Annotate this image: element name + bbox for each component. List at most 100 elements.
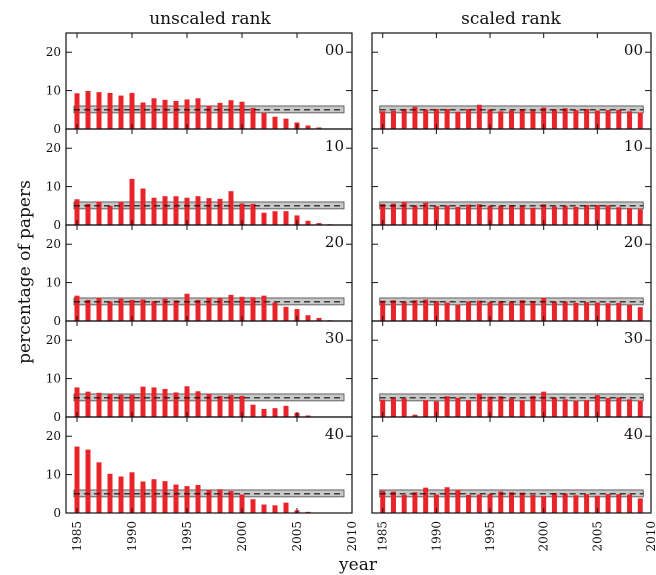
panel-unscaled-00: 0 10 20 00: [46, 32, 353, 136]
bar-scaled-20-1999: [530, 301, 536, 321]
bar-scaled-00-1987: [401, 109, 407, 129]
column-title-scaled: scaled rank: [461, 9, 561, 29]
bar-unscaled-20-2003: [272, 302, 278, 321]
bar-unscaled-00-1994: [173, 100, 179, 129]
bar-unscaled-10-1990: [129, 178, 135, 225]
bar-scaled-20-1988: [412, 300, 418, 321]
bar-unscaled-20-1991: [140, 299, 146, 321]
bar-unscaled-20-1994: [173, 300, 179, 321]
bar-unscaled-10-1991: [140, 188, 146, 225]
panel-scaled-30: 30: [371, 320, 652, 418]
bar-scaled-40-1992: [455, 489, 461, 513]
panel-unscaled-30: 0 10 20 30: [46, 320, 353, 424]
bar-unscaled-10-1985: [74, 199, 80, 225]
bar-scaled-30-1987: [401, 398, 407, 417]
bar-unscaled-10-2003: [272, 211, 278, 225]
bar-scaled-30-1998: [519, 400, 525, 417]
y-tick-label: 20: [46, 333, 61, 347]
bar-scaled-20-2002: [562, 301, 568, 321]
bar-unscaled-10-1988: [107, 205, 113, 225]
bar-scaled-10-1992: [455, 206, 461, 225]
bar-unscaled-40-1998: [217, 489, 223, 513]
bar-scaled-20-2005: [594, 302, 600, 321]
bar-scaled-10-2006: [605, 205, 611, 225]
bar-scaled-40-2006: [605, 494, 611, 513]
x-tick-label: 1990: [125, 521, 139, 552]
bar-unscaled-30-2004: [283, 405, 289, 417]
panel-frame: [371, 416, 652, 514]
panel-scaled-20: 20: [371, 224, 652, 322]
x-tick-label: 2000: [537, 521, 551, 552]
bar-unscaled-10-1989: [118, 201, 124, 225]
bar-scaled-00-1986: [390, 110, 396, 129]
bar-unscaled-40-1989: [118, 476, 124, 513]
bar-scaled-00-2004: [584, 109, 590, 129]
bar-scaled-30-1988: [412, 414, 418, 417]
bar-scaled-10-1990: [433, 206, 439, 225]
bar-unscaled-40-2002: [261, 504, 267, 513]
bar-unscaled-00-1991: [140, 102, 146, 129]
bar-unscaled-10-1997: [206, 198, 212, 225]
bar-unscaled-30-1989: [118, 394, 124, 417]
bar-scaled-10-2003: [573, 206, 579, 225]
bar-scaled-20-2006: [605, 303, 611, 321]
bar-scaled-40-1988: [412, 492, 418, 513]
bar-scaled-40-1995: [487, 494, 493, 513]
bar-scaled-10-1993: [466, 204, 472, 225]
bar-unscaled-10-1996: [195, 196, 201, 225]
bar-scaled-00-2003: [573, 110, 579, 129]
bar-scaled-10-1987: [401, 201, 407, 225]
bar-scaled-40-2001: [551, 493, 557, 513]
panel-unscaled-40: 0 10 20 40 1985 1990 1995 2000 2005 2010: [46, 416, 359, 552]
bar-scaled-00-2007: [616, 109, 622, 129]
x-tick-label: 1985: [376, 521, 390, 552]
bar-scaled-30-2008: [627, 399, 633, 417]
bar-scaled-20-2001: [551, 301, 557, 321]
y-tick-label: 0: [53, 314, 61, 328]
x-tick-label: 1985: [70, 521, 84, 552]
bar-scaled-00-1998: [519, 109, 525, 129]
bar-unscaled-40-1999: [228, 491, 234, 513]
panel-unscaled-20: 0 10 20 20: [46, 224, 353, 328]
bar-unscaled-20-1998: [217, 297, 223, 321]
bar-scaled-30-1991: [444, 396, 450, 417]
y-tick-label: 20: [46, 141, 61, 155]
bar-scaled-10-1991: [444, 205, 450, 225]
bar-unscaled-10-1994: [173, 196, 179, 225]
bar-scaled-10-2000: [541, 204, 547, 225]
bar-scaled-20-1995: [487, 302, 493, 321]
bar-unscaled-40-1994: [173, 484, 179, 513]
bar-unscaled-20-1986: [85, 299, 91, 321]
bar-unscaled-00-1987: [96, 92, 102, 129]
bar-unscaled-30-1990: [129, 394, 135, 417]
bar-scaled-00-2001: [551, 109, 557, 129]
bar-scaled-20-2009: [637, 307, 643, 321]
bar-scaled-20-1992: [455, 304, 461, 321]
bar-unscaled-30-1997: [206, 393, 212, 417]
bar-unscaled-20-2005: [294, 309, 300, 321]
bar-unscaled-20-2001: [250, 297, 256, 321]
bar-scaled-10-1988: [412, 205, 418, 225]
panel-scaled-10: 10: [371, 128, 652, 226]
bar-unscaled-30-2000: [239, 395, 245, 417]
bar-unscaled-00-1999: [228, 100, 234, 129]
bar-unscaled-10-2004: [283, 211, 289, 225]
bar-scaled-20-1993: [466, 301, 472, 321]
y-tick-label: 10: [46, 180, 61, 194]
bar-scaled-00-2009: [637, 112, 643, 129]
bar-unscaled-00-2006: [305, 125, 311, 129]
bar-unscaled-10-2000: [239, 203, 245, 225]
bar-unscaled-00-1985: [74, 93, 80, 129]
bar-unscaled-30-1987: [96, 392, 102, 417]
y-tick-label: 0: [53, 506, 61, 520]
bar-scaled-30-1985: [380, 399, 386, 417]
bar-unscaled-00-1993: [162, 99, 168, 129]
bar-unscaled-30-1991: [140, 386, 146, 417]
y-tick-label: 10: [46, 468, 61, 482]
bar-scaled-40-2008: [627, 494, 633, 513]
bar-scaled-30-1993: [466, 400, 472, 417]
panel-scaled-00: 00: [371, 32, 652, 130]
bar-scaled-30-2009: [637, 400, 643, 417]
bar-scaled-40-1991: [444, 487, 450, 513]
